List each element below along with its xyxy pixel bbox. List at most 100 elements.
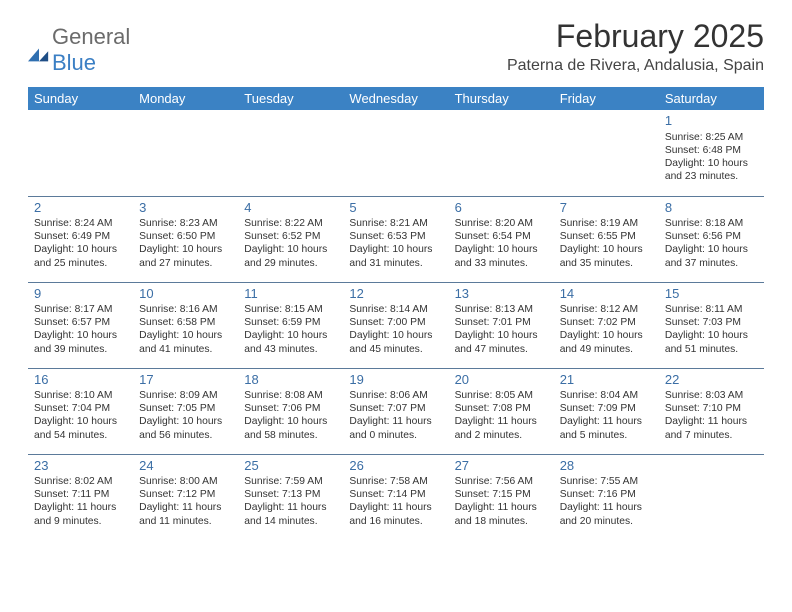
- day-number: 24: [139, 458, 232, 475]
- daylight-text: Daylight: 10 hours and 43 minutes.: [244, 329, 337, 355]
- sunrise-text: Sunrise: 8:09 AM: [139, 389, 232, 402]
- week-row: 23Sunrise: 8:02 AMSunset: 7:11 PMDayligh…: [28, 454, 764, 540]
- day-cell: 23Sunrise: 8:02 AMSunset: 7:11 PMDayligh…: [28, 454, 133, 540]
- day-cell: 27Sunrise: 7:56 AMSunset: 7:15 PMDayligh…: [449, 454, 554, 540]
- day-cell: 8Sunrise: 8:18 AMSunset: 6:56 PMDaylight…: [659, 196, 764, 282]
- daylight-text: Daylight: 10 hours and 31 minutes.: [349, 243, 442, 269]
- daylight-text: Daylight: 10 hours and 29 minutes.: [244, 243, 337, 269]
- week-row: 16Sunrise: 8:10 AMSunset: 7:04 PMDayligh…: [28, 368, 764, 454]
- day-number: 26: [349, 458, 442, 475]
- day-cell: 14Sunrise: 8:12 AMSunset: 7:02 PMDayligh…: [554, 282, 659, 368]
- day-cell: 4Sunrise: 8:22 AMSunset: 6:52 PMDaylight…: [238, 196, 343, 282]
- sunrise-text: Sunrise: 8:25 AM: [665, 131, 758, 144]
- day-number: 2: [34, 200, 127, 217]
- dow-friday: Friday: [554, 87, 659, 110]
- day-cell: 17Sunrise: 8:09 AMSunset: 7:05 PMDayligh…: [133, 368, 238, 454]
- day-cell: 7Sunrise: 8:19 AMSunset: 6:55 PMDaylight…: [554, 196, 659, 282]
- day-number: 7: [560, 200, 653, 217]
- day-cell: 1Sunrise: 8:25 AMSunset: 6:48 PMDaylight…: [659, 110, 764, 196]
- title-block: February 2025 Paterna de Rivera, Andalus…: [507, 18, 764, 81]
- day-number: 15: [665, 286, 758, 303]
- daylight-text: Daylight: 11 hours and 7 minutes.: [665, 415, 758, 441]
- day-cell: [343, 110, 448, 196]
- day-cell: [659, 454, 764, 540]
- daylight-text: Daylight: 10 hours and 35 minutes.: [560, 243, 653, 269]
- sunset-text: Sunset: 6:57 PM: [34, 316, 127, 329]
- day-cell: [554, 110, 659, 196]
- day-cell: 13Sunrise: 8:13 AMSunset: 7:01 PMDayligh…: [449, 282, 554, 368]
- daylight-text: Daylight: 10 hours and 45 minutes.: [349, 329, 442, 355]
- sunset-text: Sunset: 6:55 PM: [560, 230, 653, 243]
- daylight-text: Daylight: 10 hours and 56 minutes.: [139, 415, 232, 441]
- daylight-text: Daylight: 11 hours and 16 minutes.: [349, 501, 442, 527]
- sunset-text: Sunset: 7:01 PM: [455, 316, 548, 329]
- dow-row: Sunday Monday Tuesday Wednesday Thursday…: [28, 87, 764, 110]
- day-number: 18: [244, 372, 337, 389]
- day-cell: 19Sunrise: 8:06 AMSunset: 7:07 PMDayligh…: [343, 368, 448, 454]
- day-number: 21: [560, 372, 653, 389]
- day-cell: [133, 110, 238, 196]
- logo-icon: [28, 42, 50, 58]
- header: General Blue February 2025 Paterna de Ri…: [28, 18, 764, 81]
- daylight-text: Daylight: 10 hours and 58 minutes.: [244, 415, 337, 441]
- sunrise-text: Sunrise: 8:04 AM: [560, 389, 653, 402]
- dow-saturday: Saturday: [659, 87, 764, 110]
- daylight-text: Daylight: 10 hours and 39 minutes.: [34, 329, 127, 355]
- day-cell: [238, 110, 343, 196]
- brand-logo: General Blue: [28, 18, 130, 76]
- daylight-text: Daylight: 10 hours and 47 minutes.: [455, 329, 548, 355]
- sunset-text: Sunset: 7:08 PM: [455, 402, 548, 415]
- day-number: 27: [455, 458, 548, 475]
- sunrise-text: Sunrise: 8:19 AM: [560, 217, 653, 230]
- sunrise-text: Sunrise: 7:56 AM: [455, 475, 548, 488]
- day-number: 13: [455, 286, 548, 303]
- day-cell: 24Sunrise: 8:00 AMSunset: 7:12 PMDayligh…: [133, 454, 238, 540]
- day-cell: 21Sunrise: 8:04 AMSunset: 7:09 PMDayligh…: [554, 368, 659, 454]
- sunrise-text: Sunrise: 8:23 AM: [139, 217, 232, 230]
- day-cell: 2Sunrise: 8:24 AMSunset: 6:49 PMDaylight…: [28, 196, 133, 282]
- daylight-text: Daylight: 11 hours and 0 minutes.: [349, 415, 442, 441]
- daylight-text: Daylight: 10 hours and 51 minutes.: [665, 329, 758, 355]
- sunrise-text: Sunrise: 8:16 AM: [139, 303, 232, 316]
- daylight-text: Daylight: 11 hours and 11 minutes.: [139, 501, 232, 527]
- day-cell: 16Sunrise: 8:10 AMSunset: 7:04 PMDayligh…: [28, 368, 133, 454]
- day-number: 4: [244, 200, 337, 217]
- day-cell: 12Sunrise: 8:14 AMSunset: 7:00 PMDayligh…: [343, 282, 448, 368]
- sunset-text: Sunset: 6:54 PM: [455, 230, 548, 243]
- sunrise-text: Sunrise: 8:05 AM: [455, 389, 548, 402]
- day-cell: 25Sunrise: 7:59 AMSunset: 7:13 PMDayligh…: [238, 454, 343, 540]
- sunset-text: Sunset: 6:52 PM: [244, 230, 337, 243]
- day-number: 23: [34, 458, 127, 475]
- day-cell: 15Sunrise: 8:11 AMSunset: 7:03 PMDayligh…: [659, 282, 764, 368]
- sunrise-text: Sunrise: 7:55 AM: [560, 475, 653, 488]
- brand-text-general: General: [52, 24, 130, 49]
- day-number: 10: [139, 286, 232, 303]
- day-cell: 28Sunrise: 7:55 AMSunset: 7:16 PMDayligh…: [554, 454, 659, 540]
- day-number: 1: [665, 113, 758, 130]
- day-cell: 10Sunrise: 8:16 AMSunset: 6:58 PMDayligh…: [133, 282, 238, 368]
- week-row: 1Sunrise: 8:25 AMSunset: 6:48 PMDaylight…: [28, 110, 764, 196]
- sunrise-text: Sunrise: 7:59 AM: [244, 475, 337, 488]
- sunset-text: Sunset: 7:11 PM: [34, 488, 127, 501]
- day-number: 16: [34, 372, 127, 389]
- sunrise-text: Sunrise: 8:20 AM: [455, 217, 548, 230]
- sunrise-text: Sunrise: 8:11 AM: [665, 303, 758, 316]
- sunrise-text: Sunrise: 8:06 AM: [349, 389, 442, 402]
- day-cell: 18Sunrise: 8:08 AMSunset: 7:06 PMDayligh…: [238, 368, 343, 454]
- daylight-text: Daylight: 10 hours and 49 minutes.: [560, 329, 653, 355]
- sunrise-text: Sunrise: 8:00 AM: [139, 475, 232, 488]
- day-cell: 9Sunrise: 8:17 AMSunset: 6:57 PMDaylight…: [28, 282, 133, 368]
- week-row: 2Sunrise: 8:24 AMSunset: 6:49 PMDaylight…: [28, 196, 764, 282]
- sunset-text: Sunset: 6:49 PM: [34, 230, 127, 243]
- sunset-text: Sunset: 6:48 PM: [665, 144, 758, 157]
- sunrise-text: Sunrise: 8:14 AM: [349, 303, 442, 316]
- sunrise-text: Sunrise: 8:10 AM: [34, 389, 127, 402]
- sunrise-text: Sunrise: 8:18 AM: [665, 217, 758, 230]
- day-number: 25: [244, 458, 337, 475]
- day-cell: 26Sunrise: 7:58 AMSunset: 7:14 PMDayligh…: [343, 454, 448, 540]
- day-number: 14: [560, 286, 653, 303]
- sunset-text: Sunset: 6:56 PM: [665, 230, 758, 243]
- sunset-text: Sunset: 6:59 PM: [244, 316, 337, 329]
- calendar-page: General Blue February 2025 Paterna de Ri…: [0, 0, 792, 540]
- sunset-text: Sunset: 7:07 PM: [349, 402, 442, 415]
